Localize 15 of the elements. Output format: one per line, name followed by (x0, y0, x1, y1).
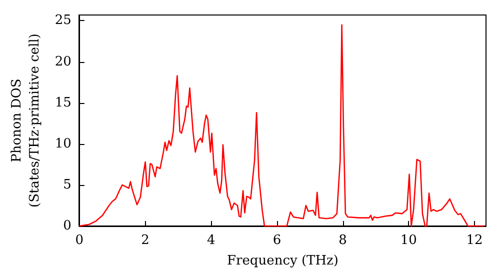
x-tick-label: 2 (141, 233, 150, 248)
x-tick-label: 4 (206, 233, 216, 248)
x-axis-title: Frequency (THz) (226, 253, 338, 268)
y-axis-title: Phonon DOS (States/THz·primitive cell) (10, 33, 42, 208)
x-tick-label: 0 (75, 233, 84, 248)
y-tick-label: 25 (54, 13, 72, 28)
y-tick-label: 0 (63, 218, 72, 234)
x-tick-label: 10 (400, 233, 417, 248)
y-tick-label: 20 (54, 54, 72, 70)
y-tick-label: 5 (63, 177, 72, 192)
x-tick-label: 8 (338, 233, 347, 248)
y-tick-label: 15 (54, 95, 72, 110)
x-tick-label: 12 (466, 233, 483, 248)
y-tick-label: 10 (54, 136, 72, 152)
x-tick-label: 6 (272, 233, 282, 248)
